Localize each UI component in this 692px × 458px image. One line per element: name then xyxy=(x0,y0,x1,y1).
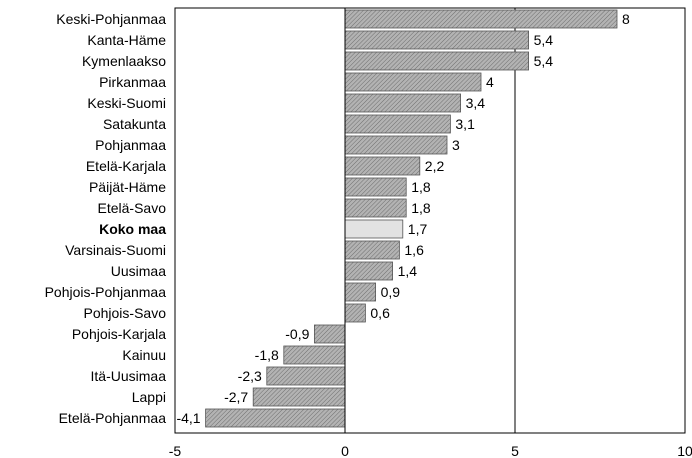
value-label: 4 xyxy=(486,74,494,90)
bar xyxy=(313,324,346,344)
bar xyxy=(252,387,346,407)
value-label: -2,3 xyxy=(238,368,262,384)
category-label: Pohjois-Karjala xyxy=(72,326,166,342)
value-label: 3 xyxy=(452,137,460,153)
bar xyxy=(344,177,407,197)
category-label: Kanta-Häme xyxy=(87,32,166,48)
value-label: 5,4 xyxy=(534,32,554,48)
bar xyxy=(344,219,404,239)
bar xyxy=(344,30,530,50)
x-tick-label: 10 xyxy=(677,443,692,458)
bar xyxy=(283,345,346,365)
category-label: Kainuu xyxy=(122,347,166,363)
category-label: Keski-Pohjanmaa xyxy=(56,11,166,27)
value-label: -0,9 xyxy=(285,326,309,342)
category-label: Satakunta xyxy=(103,116,166,132)
category-label: Varsinais-Suomi xyxy=(65,242,166,258)
category-label: Pirkanmaa xyxy=(99,74,166,90)
bar xyxy=(344,9,618,29)
x-tick-label: 5 xyxy=(511,443,519,458)
value-label: 1,6 xyxy=(404,242,424,258)
category-label: Päijät-Häme xyxy=(89,179,166,195)
bars xyxy=(205,9,618,428)
value-label: 2,2 xyxy=(425,158,445,174)
category-label: Kymenlaakso xyxy=(82,53,166,69)
x-tick-label: 0 xyxy=(341,443,349,458)
value-label: 0,9 xyxy=(381,284,401,300)
x-axis-tick-labels: -5 0 5 10 xyxy=(169,443,692,458)
category-label: Pohjois-Pohjanmaa xyxy=(45,284,167,300)
category-label: Lappi xyxy=(132,389,166,405)
value-label: 0,6 xyxy=(370,305,390,321)
category-label: Keski-Suomi xyxy=(87,95,166,111)
bar xyxy=(344,240,400,260)
value-label: 1,8 xyxy=(411,200,431,216)
value-label: 5,4 xyxy=(534,53,554,69)
category-label: Itä-Uusimaa xyxy=(91,368,167,384)
bar xyxy=(344,72,482,92)
value-label: 3,4 xyxy=(466,95,486,111)
category-label: Koko maa xyxy=(99,221,166,237)
bar xyxy=(344,114,451,134)
value-label: -4,1 xyxy=(176,410,200,426)
value-label: -2,7 xyxy=(224,389,248,405)
value-label: -1,8 xyxy=(255,347,279,363)
bar xyxy=(344,156,421,176)
bar xyxy=(344,303,366,323)
category-label: Etelä-Savo xyxy=(98,200,167,216)
category-label: Uusimaa xyxy=(111,263,166,279)
value-labels: 8 5,4 5,4 43,4 3,1 3 2,2 1,8 1,8 1,7 1,6 1,4 0,9 0,6 -… xyxy=(176,11,630,426)
bar xyxy=(344,93,461,113)
bar xyxy=(344,261,393,281)
bar xyxy=(344,198,407,218)
x-tick-label: -5 xyxy=(169,443,182,458)
category-label: Etelä-Karjala xyxy=(86,158,166,174)
bar xyxy=(344,51,530,71)
bar xyxy=(266,366,346,386)
value-label: 8 xyxy=(622,11,630,27)
bar xyxy=(344,135,448,155)
value-label: 1,4 xyxy=(398,263,418,279)
bar xyxy=(344,282,377,302)
category-label: Pohjanmaa xyxy=(95,137,166,153)
value-label: 1,7 xyxy=(408,221,428,237)
category-label: Pohjois-Savo xyxy=(84,305,167,321)
category-labels: Keski-Pohjanmaa Kanta-Häme Kymenlaakso Pirk… xyxy=(45,11,167,426)
bar xyxy=(205,408,346,428)
value-label: 1,8 xyxy=(411,179,431,195)
value-label: 3,1 xyxy=(455,116,475,132)
plot-area-frame xyxy=(174,7,686,434)
category-label: Etelä-Pohjanmaa xyxy=(59,410,167,426)
